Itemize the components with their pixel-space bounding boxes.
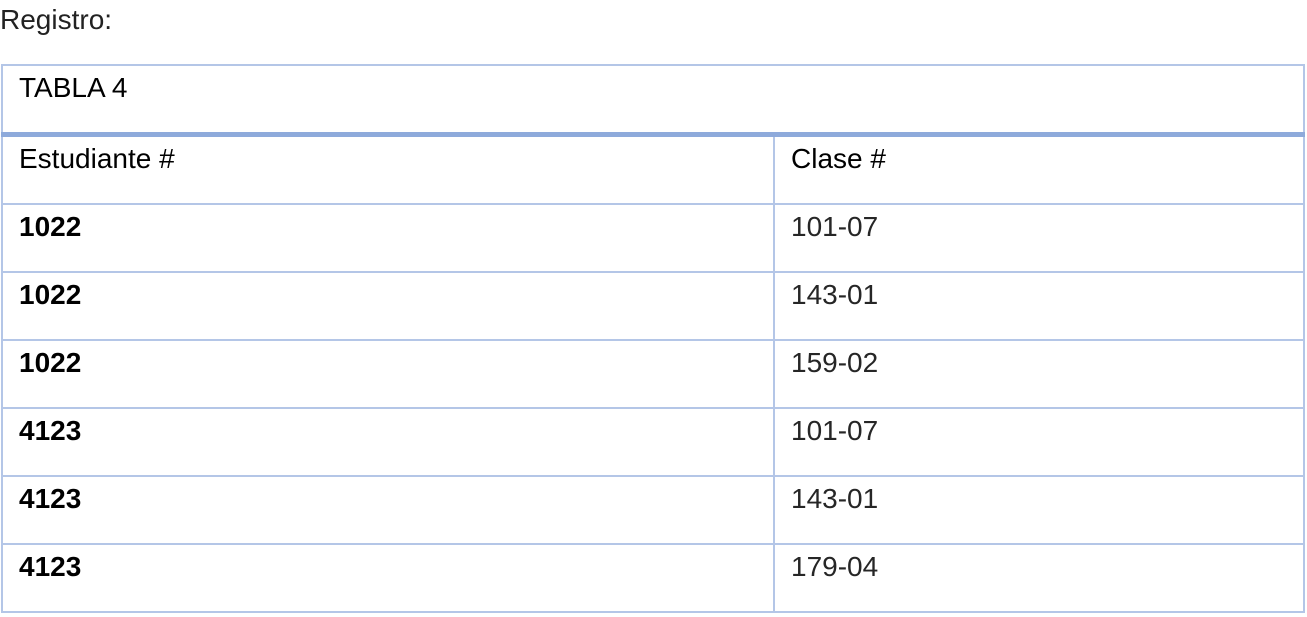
class-id-cell: 101-07 [773,203,1305,273]
table: TABLA 4 Estudiante # Clase # 1022 101-07… [1,64,1305,613]
table-row: 4123 179-04 [1,543,1305,613]
table-header-row: Estudiante # Clase # [1,133,1305,205]
class-id-cell: 179-04 [773,543,1305,613]
table-row: 1022 101-07 [1,203,1305,273]
class-id-cell: 143-01 [773,271,1305,341]
table-caption-row: TABLA 4 [1,64,1305,137]
student-id-cell: 4123 [1,475,775,545]
table-row: 1022 143-01 [1,271,1305,341]
student-id-cell: 4123 [1,407,775,477]
intro-label: Registro: [0,4,113,35]
student-id-cell: 1022 [1,203,775,273]
table-row: 4123 101-07 [1,407,1305,477]
student-id-cell: 1022 [1,339,775,409]
column-header-student: Estudiante # [1,133,775,205]
student-id-cell: 4123 [1,543,775,613]
student-id-cell: 1022 [1,271,775,341]
class-id-cell: 101-07 [773,407,1305,477]
column-header-class: Clase # [773,133,1305,205]
table-row: 1022 159-02 [1,339,1305,409]
class-id-cell: 159-02 [773,339,1305,409]
table-row: 4123 143-01 [1,475,1305,545]
table-caption: TABLA 4 [1,64,1305,137]
class-id-cell: 143-01 [773,475,1305,545]
registration-table: TABLA 4 Estudiante # Clase # 1022 101-07… [1,64,1305,613]
